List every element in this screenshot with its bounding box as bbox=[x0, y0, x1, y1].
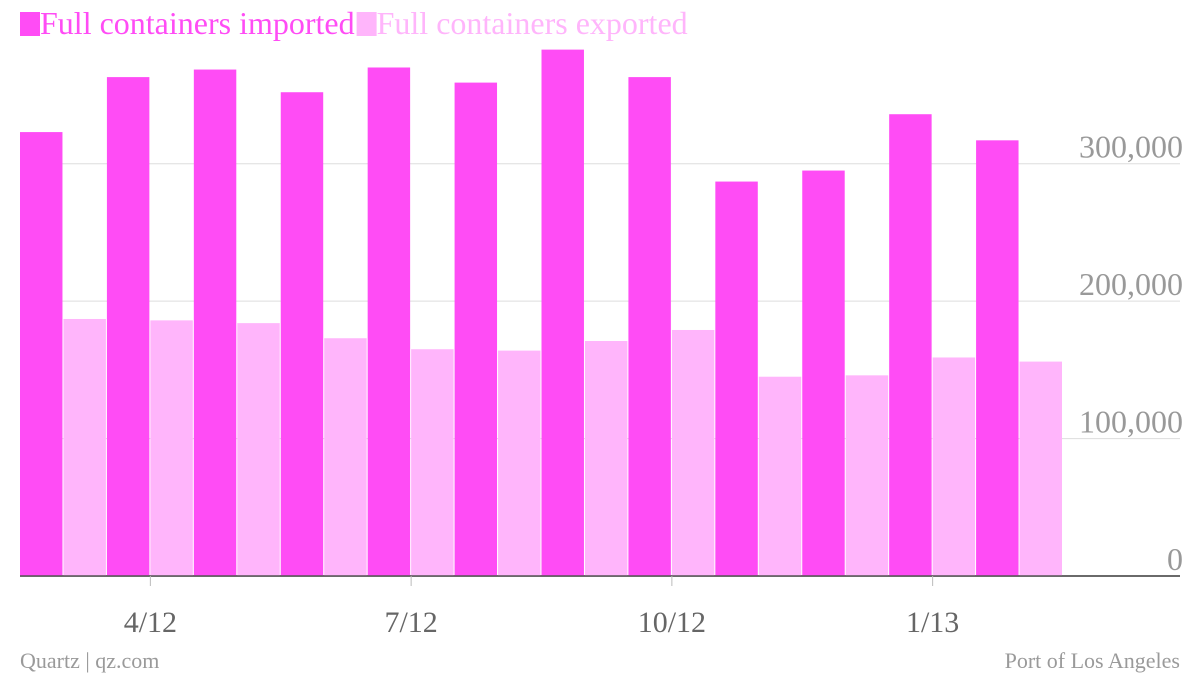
x-tick-label: 10/12 bbox=[638, 606, 706, 639]
source: Port of Los Angeles bbox=[1005, 648, 1180, 673]
x-tick-label: 4/12 bbox=[124, 606, 177, 639]
bar bbox=[845, 375, 889, 576]
bar bbox=[498, 350, 541, 576]
bar bbox=[324, 338, 367, 576]
bar bbox=[584, 340, 628, 576]
bar bbox=[193, 69, 237, 577]
legend-swatch bbox=[356, 12, 377, 36]
bar bbox=[932, 357, 976, 576]
bar bbox=[758, 376, 802, 576]
legend-label: Full containers imported bbox=[40, 5, 355, 41]
bar bbox=[889, 114, 932, 576]
y-tick-label: 100,000 bbox=[1079, 404, 1183, 440]
bar bbox=[454, 82, 498, 576]
y-tick-label: 0 bbox=[1167, 541, 1183, 577]
bar bbox=[976, 140, 1019, 577]
bar bbox=[367, 67, 411, 576]
bar bbox=[541, 49, 584, 577]
legend-swatch bbox=[20, 12, 40, 36]
bar bbox=[1019, 361, 1062, 576]
legend-label: Full containers exported bbox=[377, 5, 688, 41]
x-tick-label: 7/12 bbox=[384, 606, 437, 639]
bar bbox=[106, 77, 150, 576]
bar bbox=[280, 92, 324, 576]
bar bbox=[237, 323, 280, 576]
y-tick-label: 200,000 bbox=[1079, 266, 1183, 302]
bar bbox=[628, 77, 671, 576]
bar bbox=[411, 349, 454, 576]
bar bbox=[20, 132, 63, 577]
credit: Quartz | qz.com bbox=[20, 648, 159, 673]
bar bbox=[715, 181, 758, 577]
x-tick-label: 1/13 bbox=[906, 606, 959, 639]
bar bbox=[63, 318, 106, 576]
bar bbox=[802, 170, 845, 577]
bar bbox=[150, 320, 193, 576]
bar bbox=[671, 329, 715, 576]
y-tick-label: 300,000 bbox=[1079, 129, 1183, 165]
